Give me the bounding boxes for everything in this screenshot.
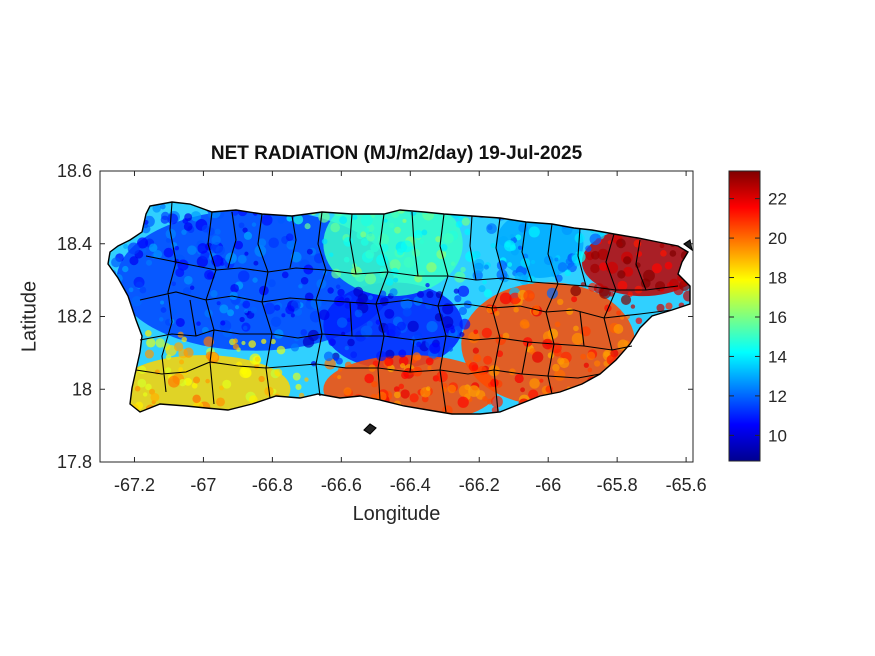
x-tick-label: -67.2 bbox=[114, 475, 155, 495]
x-tick-label: -67 bbox=[190, 475, 216, 495]
heat-region-7 bbox=[495, 209, 584, 278]
x-tick-label: -66.2 bbox=[459, 475, 500, 495]
caja-de-muertos-island bbox=[363, 423, 377, 435]
boundary-lines bbox=[135, 201, 679, 413]
y-tick-label: 18 bbox=[72, 379, 92, 399]
x-tick-label: -65.8 bbox=[597, 475, 638, 495]
vieques-island-tip bbox=[683, 239, 693, 252]
x-tick-label: -66.6 bbox=[321, 475, 362, 495]
y-tick-label: 17.8 bbox=[57, 452, 92, 472]
colorbar-tick-label: 14 bbox=[768, 347, 787, 366]
colorbar-tick-label: 22 bbox=[768, 190, 787, 209]
x-tick-label: -66.8 bbox=[252, 475, 293, 495]
colorbar-ticks: 10 12 14 16 18 20 22 bbox=[729, 190, 787, 445]
y-tick-label: 18.4 bbox=[57, 234, 92, 254]
colorbar bbox=[728, 170, 761, 462]
x-tick-label: -66 bbox=[535, 475, 561, 495]
colorbar-tick-label: 10 bbox=[768, 426, 787, 445]
island-outline bbox=[107, 201, 691, 415]
colorbar-tick-label: 16 bbox=[768, 308, 787, 327]
municipality-boundaries bbox=[107, 201, 693, 435]
y-ticks: 17.8 18 18.2 18.4 18.6 bbox=[57, 161, 693, 472]
x-tick-label: -66.4 bbox=[390, 475, 431, 495]
x-ticks: -67.2 -67 -66.8 -66.6 -66.4 -66.2 -66 -65.8 -65.… bbox=[114, 171, 707, 495]
y-tick-label: 18.2 bbox=[57, 307, 92, 327]
plot-title: NET RADIATION (MJ/m2/day) 19-Jul-2025 bbox=[210, 143, 583, 164]
heatmap-field bbox=[108, 202, 690, 414]
colorbar-tick-label: 20 bbox=[768, 229, 787, 248]
colorbar-tick-label: 18 bbox=[768, 269, 787, 288]
x-axis-label: Longitude bbox=[352, 503, 441, 525]
x-tick-label: -65.6 bbox=[666, 475, 707, 495]
y-tick-label: 18.6 bbox=[57, 161, 92, 181]
colorbar-tick-label: 12 bbox=[768, 387, 787, 406]
